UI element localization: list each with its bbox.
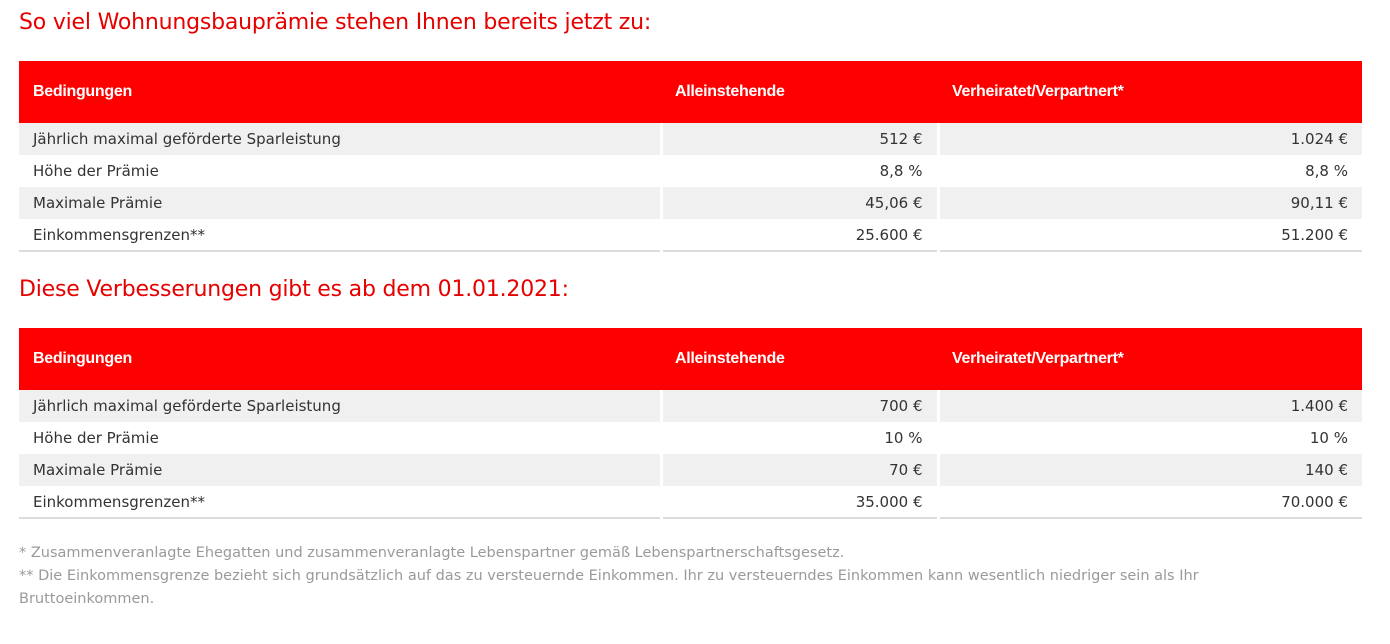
header-single: Alleinstehende <box>661 328 938 390</box>
section-title-2021: Diese Verbesserungen gibt es ab dem 01.0… <box>19 277 569 302</box>
table-row: Einkommensgrenzen** 25.600 € 51.200 € <box>19 219 1362 252</box>
value-single: 700 € <box>659 390 938 422</box>
table-row: Höhe der Prämie 10 % 10 % <box>19 422 1362 454</box>
value-single: 25.600 € <box>659 219 938 252</box>
value-married: 8,8 % <box>936 155 1362 187</box>
table-header-row: Bedingungen Alleinstehende Verheiratet/V… <box>19 328 1362 390</box>
row-label: Höhe der Prämie <box>19 155 661 187</box>
value-single: 35.000 € <box>659 486 938 519</box>
value-single: 8,8 % <box>659 155 938 187</box>
table-row: Maximale Prämie 45,06 € 90,11 € <box>19 187 1362 219</box>
value-married: 1.400 € <box>936 390 1362 422</box>
table-row: Jährlich maximal geförderte Sparleistung… <box>19 390 1362 422</box>
section-title-current: So viel Wohnungsbauprämie stehen Ihnen b… <box>19 10 652 35</box>
row-label: Maximale Prämie <box>19 187 661 219</box>
header-single: Alleinstehende <box>661 61 938 123</box>
value-married: 51.200 € <box>936 219 1362 252</box>
header-conditions: Bedingungen <box>19 328 661 390</box>
value-married: 1.024 € <box>936 123 1362 155</box>
value-single: 45,06 € <box>659 187 938 219</box>
value-married: 90,11 € <box>936 187 1362 219</box>
table-row: Jährlich maximal geförderte Sparleistung… <box>19 123 1362 155</box>
value-single: 512 € <box>659 123 938 155</box>
header-married: Verheiratet/Verpartnert* <box>938 328 1362 390</box>
table-row: Maximale Prämie 70 € 140 € <box>19 454 1362 486</box>
row-label: Maximale Prämie <box>19 454 661 486</box>
row-label: Einkommensgrenzen** <box>19 486 661 519</box>
footnotes: * Zusammenveranlagte Ehegatten und zusam… <box>19 542 1319 611</box>
value-single: 10 % <box>659 422 938 454</box>
value-single: 70 € <box>659 454 938 486</box>
header-conditions: Bedingungen <box>19 61 661 123</box>
table-row: Einkommensgrenzen** 35.000 € 70.000 € <box>19 486 1362 519</box>
row-label: Jährlich maximal geförderte Sparleistung <box>19 390 661 422</box>
value-married: 70.000 € <box>936 486 1362 519</box>
row-label: Höhe der Prämie <box>19 422 661 454</box>
footnote-income-limit: ** Die Einkommensgrenze bezieht sich gru… <box>19 568 1199 607</box>
row-label: Einkommensgrenzen** <box>19 219 661 252</box>
value-married: 140 € <box>936 454 1362 486</box>
table-row: Höhe der Prämie 8,8 % 8,8 % <box>19 155 1362 187</box>
premium-table-current: Bedingungen Alleinstehende Verheiratet/V… <box>19 61 1362 252</box>
value-married: 10 % <box>936 422 1362 454</box>
header-married: Verheiratet/Verpartnert* <box>938 61 1362 123</box>
row-label: Jährlich maximal geförderte Sparleistung <box>19 123 661 155</box>
table-header-row: Bedingungen Alleinstehende Verheiratet/V… <box>19 61 1362 123</box>
premium-table-2021: Bedingungen Alleinstehende Verheiratet/V… <box>19 328 1362 519</box>
footnote-spouses: * Zusammenveranlagte Ehegatten und zusam… <box>19 545 845 561</box>
